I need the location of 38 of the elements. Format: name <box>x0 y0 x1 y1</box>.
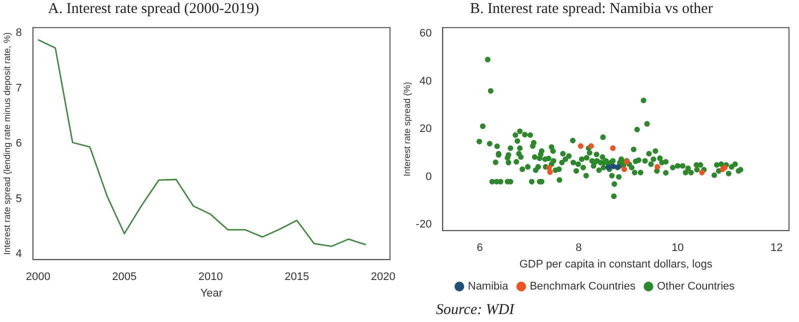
y-tick-label: 20 <box>419 123 432 136</box>
x-tick-label: 12 <box>770 242 783 254</box>
point <box>699 170 705 176</box>
x-tick-label: 2000 <box>26 271 50 284</box>
x-tick-label: 10 <box>672 242 684 254</box>
legend-label: Benchmark Countries <box>530 280 636 293</box>
point <box>610 164 616 170</box>
y-tick-label: -20 <box>416 218 432 231</box>
y-tick-label: 5 <box>16 192 22 205</box>
y-axis-title: Interest rate spread (%) <box>402 82 412 176</box>
point <box>547 169 553 175</box>
x-tick-label: 6 <box>476 242 483 254</box>
y-tick-label: 0 <box>426 170 432 183</box>
point <box>621 166 628 172</box>
legend-label: Namibia <box>468 280 510 293</box>
point <box>578 143 584 149</box>
x-tick-label: 8 <box>576 242 582 254</box>
y-tick-label: 6 <box>16 138 22 150</box>
point <box>588 143 594 149</box>
y-tick-label: 40 <box>419 75 432 88</box>
x-axis-title: Year <box>200 287 223 300</box>
chart-title: A. Interest rate spread (2000-2019) <box>47 0 260 18</box>
legend-label: Other Countries <box>656 280 736 293</box>
y-axis-title: Interest rate spread (lending rate minus deposit rate, %) <box>2 32 12 255</box>
y-tick-label: 4 <box>16 248 22 260</box>
y-tick-label: 8 <box>16 27 22 40</box>
y-tick-label: 60 <box>419 28 432 40</box>
x-axis-title: GDP per capita in constant dollars, logs <box>519 258 713 270</box>
x-tick-label: 2005 <box>112 271 137 284</box>
chart-title: B. Interest rate spread: Namibia vs other <box>469 0 714 18</box>
point <box>546 164 552 171</box>
point <box>654 164 660 170</box>
x-tick-label: 2015 <box>284 271 310 284</box>
x-tick-label: 2010 <box>198 271 223 284</box>
y-tick-label: 7 <box>16 82 22 94</box>
x-tick-label: 2020 <box>370 271 396 284</box>
source-note: Source: WDI <box>436 302 516 319</box>
point <box>610 145 616 152</box>
